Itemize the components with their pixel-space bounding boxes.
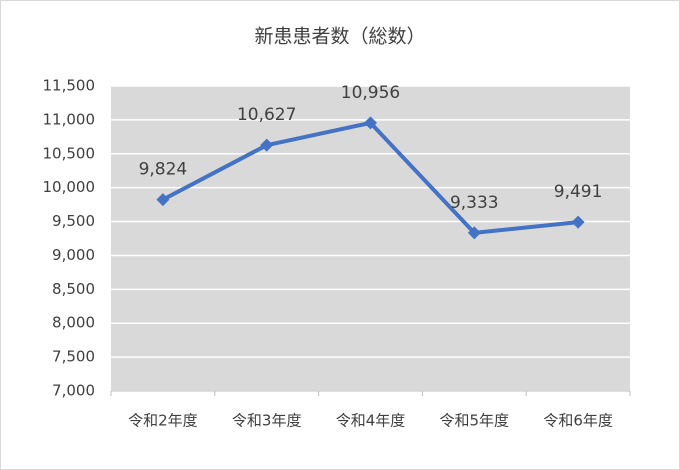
data-label: 9,333 — [450, 193, 499, 213]
y-tick-label: 8,000 — [52, 314, 95, 332]
data-label: 9,491 — [554, 182, 603, 202]
x-tick-label: 令和4年度 — [336, 412, 406, 430]
data-label: 10,956 — [341, 83, 400, 103]
point — [571, 215, 585, 229]
y-tick-label: 10,000 — [43, 178, 96, 196]
point — [467, 226, 481, 240]
x-tick-label: 令和6年度 — [543, 412, 613, 430]
data-label: 9,824 — [139, 160, 188, 180]
x-tick-label: 令和5年度 — [440, 412, 510, 430]
y-tick-label: 11,000 — [43, 110, 96, 128]
y-tick-label: 8,500 — [52, 280, 95, 298]
point — [156, 193, 170, 207]
point — [260, 138, 274, 152]
y-tick-label: 9,000 — [52, 246, 95, 264]
y-tick-label: 10,500 — [43, 144, 96, 162]
plot-area — [111, 86, 630, 391]
chart-title: 新患患者数（総数） — [254, 26, 425, 48]
data-label: 10,627 — [237, 105, 296, 125]
y-tick-label: 11,500 — [43, 77, 96, 95]
point — [364, 116, 377, 130]
y-tick-label: 9,500 — [52, 212, 95, 230]
x-tick-label: 令和3年度 — [232, 412, 302, 430]
y-tick-label: 7,500 — [52, 348, 95, 366]
x-tick-label: 令和2年度 — [128, 412, 198, 430]
y-tick-label: 7,000 — [52, 382, 95, 400]
